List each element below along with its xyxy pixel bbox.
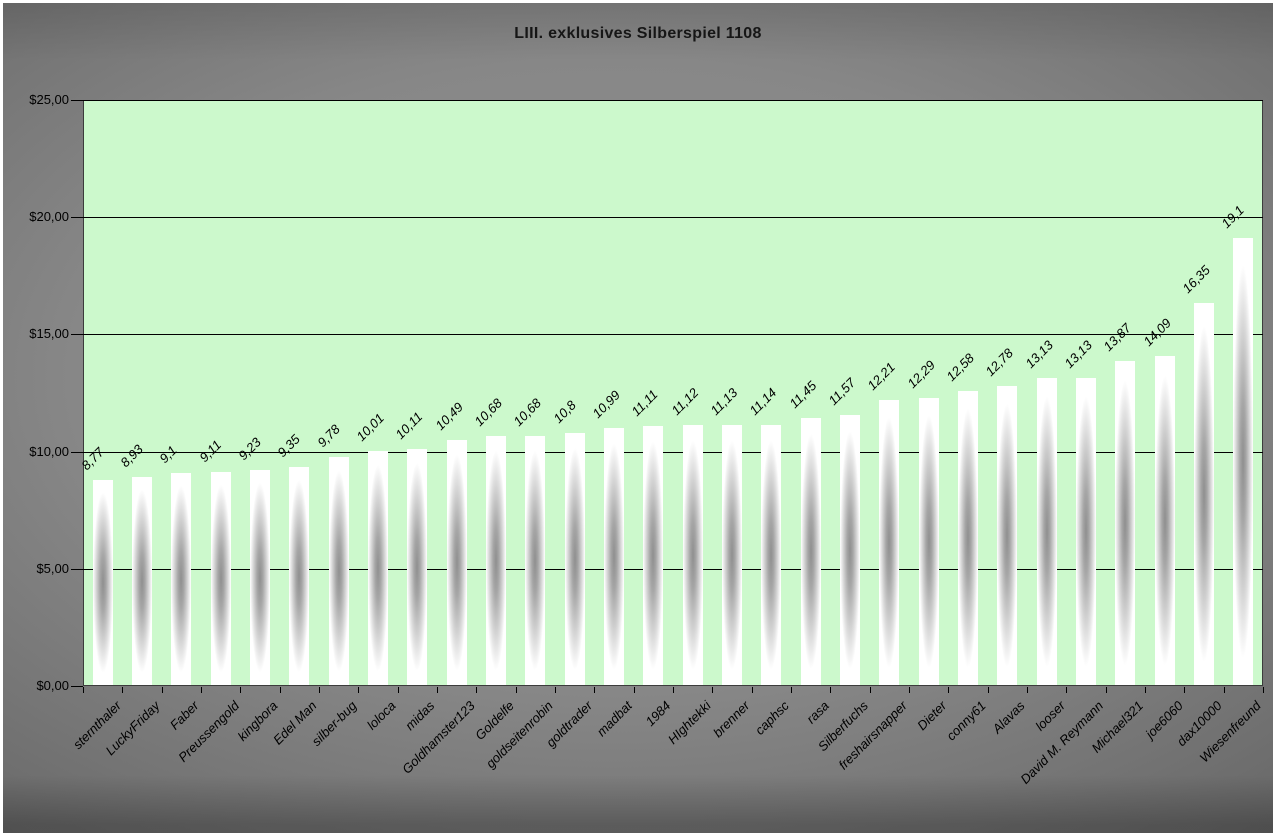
x-axis-tick (476, 687, 477, 693)
bar (643, 426, 663, 685)
x-axis-tick (398, 687, 399, 693)
y-axis-tick (71, 100, 83, 101)
category-label: 1984 (642, 698, 674, 730)
bar (1037, 378, 1057, 685)
y-axis-tick-label: $10,00 (29, 444, 69, 459)
bar (132, 477, 152, 685)
bar (368, 451, 388, 685)
bar (565, 433, 585, 685)
bar (289, 467, 309, 685)
y-axis-tick-label: $20,00 (29, 209, 69, 224)
y-axis-tick-label: $15,00 (29, 326, 69, 341)
bar (1076, 378, 1096, 685)
y-axis-tick (71, 569, 83, 570)
y-axis-tick (71, 334, 83, 335)
category-label: freshairsnapper (835, 698, 910, 773)
bar (1155, 356, 1175, 685)
category-label: madbat (593, 698, 635, 740)
y-axis-tick-label: $5,00 (36, 561, 69, 576)
category-label: brenner (710, 698, 753, 741)
bar (1233, 238, 1253, 685)
bar (93, 480, 113, 685)
category-label: looser (1031, 698, 1068, 734)
category-label: Faber (166, 698, 202, 733)
bar (211, 472, 231, 685)
x-axis-tick (948, 687, 949, 693)
category-label: Alavas (989, 698, 1028, 737)
category-label: Dieter (914, 698, 950, 734)
x-axis-tick (673, 687, 674, 693)
chart-area: LIII. exklusives Silberspiel 1108 $0,00 $… (3, 3, 1273, 833)
x-axis-tick (201, 687, 202, 693)
x-axis-tick (909, 687, 910, 693)
y-axis-tick (71, 452, 83, 453)
bar (1194, 303, 1214, 685)
x-axis-tick (162, 687, 163, 693)
x-axis-tick (83, 687, 84, 693)
category-label: conny61 (943, 698, 989, 744)
x-axis-tick (870, 687, 871, 693)
plot-area (83, 100, 1263, 686)
x-axis-tick (752, 687, 753, 693)
gridline (83, 217, 1263, 218)
category-label: loloca (363, 698, 399, 733)
bar (801, 418, 821, 685)
x-axis-tick (240, 687, 241, 693)
gridline (83, 100, 1263, 101)
bar (958, 391, 978, 685)
bar (1115, 361, 1135, 685)
x-axis-tick (712, 687, 713, 693)
bar (486, 436, 506, 685)
x-axis-tick (1263, 687, 1264, 693)
category-label: caphsc (751, 698, 792, 738)
x-axis-tick (516, 687, 517, 693)
bar (761, 425, 781, 685)
y-axis-tick-label: $25,00 (29, 92, 69, 107)
gridline (83, 334, 1263, 335)
x-axis-tick (830, 687, 831, 693)
bar (171, 473, 191, 685)
bar (879, 400, 899, 685)
category-label: midas (402, 698, 438, 734)
bar (329, 457, 349, 685)
y-axis-tick (71, 686, 83, 687)
bar (407, 449, 427, 685)
bar (683, 425, 703, 685)
x-axis-tick (988, 687, 989, 693)
x-axis-tick (319, 687, 320, 693)
category-label: Goldhamster123 (399, 698, 478, 777)
x-axis-tick (1106, 687, 1107, 693)
bar (250, 470, 270, 685)
bar (997, 386, 1017, 685)
bar (604, 428, 624, 685)
gridline (83, 452, 1263, 453)
bar (840, 415, 860, 685)
x-axis-tick (1027, 687, 1028, 693)
x-axis-tick (634, 687, 635, 693)
x-axis-tick (555, 687, 556, 693)
x-axis-tick (1184, 687, 1185, 693)
bar (447, 440, 467, 685)
category-label: HIghtekki (664, 698, 714, 747)
y-axis-tick-label: $0,00 (36, 678, 69, 693)
x-axis-tick (1224, 687, 1225, 693)
x-axis-tick (122, 687, 123, 693)
x-axis-tick (280, 687, 281, 693)
bar (919, 398, 939, 685)
bar (722, 425, 742, 685)
y-axis-tick (71, 217, 83, 218)
bar (525, 436, 545, 685)
x-axis-tick (1066, 687, 1067, 693)
x-axis-tick (791, 687, 792, 693)
x-axis-tick (1145, 687, 1146, 693)
x-axis-tick (594, 687, 595, 693)
chart-title: LIII. exklusives Silberspiel 1108 (514, 25, 762, 42)
category-label: rasa (803, 698, 832, 727)
gridline (83, 569, 1263, 570)
x-axis-tick (437, 687, 438, 693)
x-axis-tick (358, 687, 359, 693)
